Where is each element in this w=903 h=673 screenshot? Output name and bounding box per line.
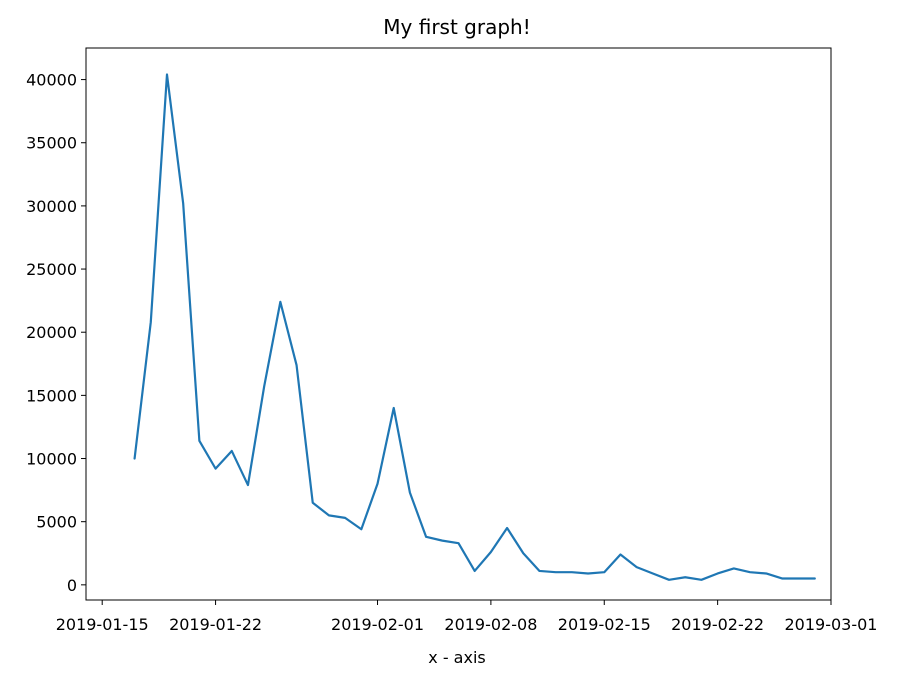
x-axis: 2019-01-15 2019-01-22 2019-02-01 2019-02-08… <box>56 600 878 634</box>
plot-area <box>85 47 832 601</box>
y-tick-label: 30000 <box>26 197 77 216</box>
y-tick-label: 10000 <box>26 450 77 469</box>
y-tick-label: 35000 <box>26 134 77 153</box>
chart-title: My first graph! <box>383 15 530 39</box>
x-tick-label: 2019-02-08 <box>444 615 537 634</box>
plot-frame <box>85 47 832 601</box>
y-tick-label: 5000 <box>36 513 77 532</box>
x-tick-label: 2019-01-15 <box>56 615 149 634</box>
y-tick-label: 15000 <box>26 386 77 405</box>
x-tick-label: 2019-02-01 <box>331 615 424 634</box>
x-tick-label: 2019-03-01 <box>785 615 878 634</box>
y-tick-label: 40000 <box>26 71 77 90</box>
y-tick-label: 25000 <box>26 260 77 279</box>
y-tick-label: 0 <box>67 576 77 595</box>
x-tick-label: 2019-02-15 <box>558 615 651 634</box>
y-tick-label: 20000 <box>26 323 77 342</box>
x-tick-label: 2019-02-22 <box>671 615 764 634</box>
y-axis: 0 5000 10000 15000 20000 25000 30000 35000 40000 <box>26 71 86 595</box>
series-line <box>133 73 816 581</box>
x-axis-label: x - axis <box>428 648 485 667</box>
x-tick-label: 2019-01-22 <box>169 615 262 634</box>
